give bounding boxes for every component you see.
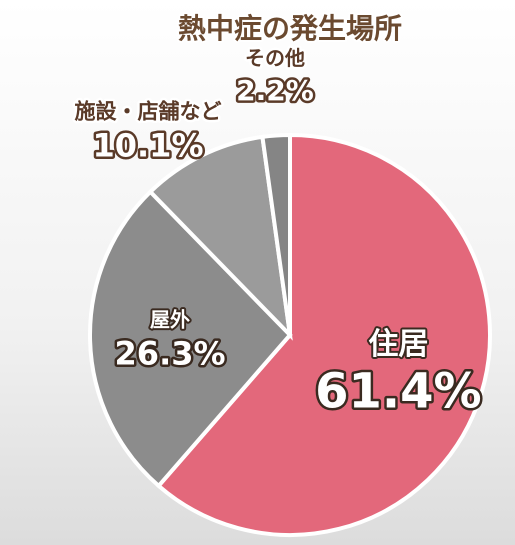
slice-name: その他 [245,46,305,70]
chart-title: 熱中症の発生場所 [178,12,402,45]
pie [88,132,492,537]
pie-slice [155,132,492,537]
slice-name: 住居 [368,327,428,362]
slice-name: 施設・店舗など [75,99,222,123]
slice-value: 26.3% [115,334,226,372]
pie-slice [147,134,293,341]
pie-slice [88,188,293,489]
slice-value: 10.1% [92,127,203,165]
slice-value: 2.2% [236,74,314,107]
pie-slice [260,132,292,336]
slice-name: 屋外 [150,307,190,331]
slice-value: 61.4% [315,363,482,419]
